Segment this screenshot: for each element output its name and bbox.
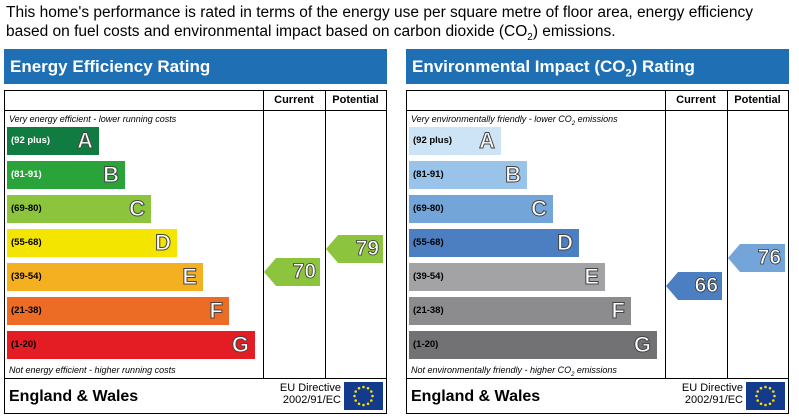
energy-eu-directive: EU Directive 2002/91/EC	[263, 382, 341, 406]
energy-band-range: (39-54)	[11, 271, 42, 282]
energy-current-rating-arrow: 70	[264, 258, 320, 286]
energy-top-note: Very energy efficient - lower running co…	[9, 114, 177, 124]
energy-band-f: (21-38) F	[7, 297, 229, 325]
environment-band-letter: F	[611, 298, 625, 324]
energy-band-g: (1-20) G	[7, 331, 255, 359]
environment-band-letter: B	[505, 162, 522, 188]
intro-line-2b: ) emissions.	[532, 23, 616, 40]
environment-top-note-a: Very environmentally friendly - lower CO	[411, 114, 572, 124]
energy-band-letter: C	[129, 196, 146, 222]
environment-band-range: (21-38)	[413, 305, 444, 316]
environment-current-value: 66	[694, 274, 718, 298]
environment-current-header: Current	[676, 94, 716, 106]
environment-band-range: (81-91)	[413, 169, 444, 180]
eu-flag-icon	[746, 382, 785, 410]
environment-top-note-b: emissions	[575, 114, 618, 124]
energy-panel-title: Energy Efficiency Rating	[4, 49, 387, 84]
environment-band-f: (21-38) F	[409, 297, 631, 325]
environmental-impact-panel: Environmental Impact (CO2) Rating Curren…	[406, 49, 789, 415]
environment-band-d: (55-68) D	[409, 229, 579, 257]
energy-current-header: Current	[274, 94, 314, 106]
environment-band-g: (1-20) G	[409, 331, 657, 359]
environment-band-c: (69-80) C	[409, 195, 553, 223]
environment-rating-frame: Current Potential Very environmentally f…	[406, 90, 789, 414]
environment-band-range: (1-20)	[413, 339, 439, 350]
environment-bottom-note-a: Not environmentally friendly - higher CO	[411, 365, 572, 375]
environment-band-letter: G	[633, 332, 651, 358]
intro-line-1: This home's performance is rated in term…	[6, 4, 754, 21]
energy-band-letter: F	[209, 298, 223, 324]
energy-band-letter: A	[77, 128, 94, 154]
environment-potential-value: 76	[757, 246, 781, 270]
environment-current-rating-arrow: 66	[666, 272, 722, 300]
environment-band-range: (92 plus)	[413, 135, 453, 146]
environment-potential-rating-arrow: 76	[728, 244, 785, 272]
energy-band-e: (39-54) E	[7, 263, 203, 291]
environment-band-b: (81-91) B	[409, 161, 527, 189]
energy-potential-rating-arrow: 79	[326, 235, 383, 263]
environment-bottom-note-b: emissions	[574, 365, 617, 375]
energy-band-a: (92 plus) A	[7, 127, 99, 155]
energy-band-d: (55-68) D	[7, 229, 177, 257]
environment-title-b: ) Rating	[631, 57, 695, 76]
environment-title-a: Environmental Impact (CO	[412, 57, 626, 76]
environment-potential-header: Potential	[734, 94, 781, 106]
energy-band-range: (1-20)	[11, 339, 37, 350]
energy-band-range: (92 plus)	[11, 135, 51, 146]
environment-top-note: Very environmentally friendly - lower CO…	[411, 114, 618, 127]
energy-efficiency-panel: Energy Efficiency Rating Current Potenti…	[4, 49, 387, 415]
eu-flag-icon	[344, 382, 383, 410]
environment-title-subscript: 2	[625, 67, 632, 80]
energy-region-label: England & Wales	[9, 388, 139, 405]
environment-band-range: (69-80)	[413, 203, 444, 214]
environment-bottom-note-sub: 2	[571, 371, 575, 378]
environment-band-letter: A	[479, 128, 496, 154]
energy-current-value: 70	[292, 260, 316, 284]
intro-text: This home's performance is rated in term…	[6, 3, 796, 47]
environment-band-range: (39-54)	[413, 271, 444, 282]
energy-potential-value: 79	[355, 237, 379, 261]
energy-rating-frame: Current Potential Very energy efficient …	[4, 90, 387, 414]
energy-band-letter: D	[155, 230, 172, 256]
environment-panel-title: Environmental Impact (CO2) Rating	[406, 49, 789, 84]
energy-band-letter: E	[182, 264, 198, 290]
environment-band-e: (39-54) E	[409, 263, 605, 291]
environment-eu-directive: EU Directive 2002/91/EC	[665, 382, 743, 406]
energy-band-letter: G	[231, 332, 249, 358]
environment-directive-line-2: 2002/91/EC	[684, 394, 743, 406]
environment-top-note-sub: 2	[571, 120, 576, 127]
intro-line-2a: based on fuel costs and environmental im…	[6, 23, 528, 40]
energy-potential-header: Potential	[332, 94, 379, 106]
energy-band-range: (21-38)	[11, 305, 42, 316]
environment-band-letter: E	[584, 264, 600, 290]
energy-band-letter: B	[103, 162, 120, 188]
energy-band-b: (81-91) B	[7, 161, 125, 189]
environment-band-letter: C	[531, 196, 548, 222]
environment-band-letter: D	[557, 230, 574, 256]
energy-directive-line-2: 2002/91/EC	[282, 394, 341, 406]
energy-band-range: (81-91)	[11, 169, 42, 180]
environment-region-label: England & Wales	[411, 388, 541, 405]
environment-band-a: (92 plus) A	[409, 127, 501, 155]
environment-directive-line-1: EU Directive	[681, 382, 743, 394]
energy-directive-line-1: EU Directive	[279, 382, 341, 394]
environment-band-range: (55-68)	[413, 237, 444, 248]
energy-bottom-note: Not energy efficient - higher running co…	[9, 365, 176, 375]
energy-band-range: (55-68)	[11, 237, 42, 248]
energy-band-range: (69-80)	[11, 203, 42, 214]
energy-band-c: (69-80) C	[7, 195, 151, 223]
environment-bottom-note: Not environmentally friendly - higher CO…	[411, 365, 617, 378]
intro-line-2-subscript: 2	[527, 32, 533, 44]
